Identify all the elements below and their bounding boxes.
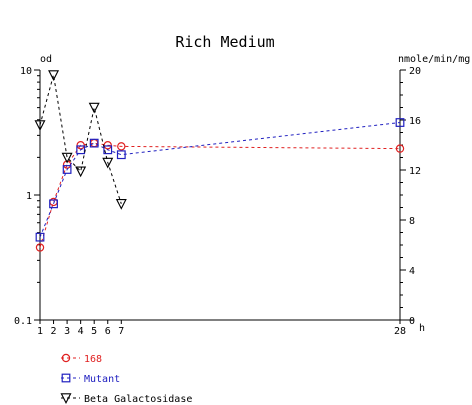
legend-marker [61,353,71,363]
legend-label: Mutant [84,374,120,385]
right-axis-tick-label: 8 [409,216,415,227]
chart-title: Rich Medium [175,33,274,51]
x-axis-tick-label: 3 [64,326,70,337]
data-point-series-1 [395,118,405,127]
right-axis-tick-label: 20 [409,66,421,77]
data-point-series-0 [395,144,405,153]
legend-label: Beta Galactosidase [84,394,192,405]
data-point-series-0 [103,141,112,150]
data-point-series-2 [88,102,100,114]
data-point-series-0 [35,243,45,252]
data-point-series-1 [76,145,86,155]
series-line-1 [39,122,401,238]
data-point-series-2 [75,166,87,178]
x-axis-tick-label: 28 [394,326,406,337]
legend-marker [60,393,72,405]
data-point-series-2 [48,70,60,82]
data-point-series-0 [117,142,126,151]
legend-label: 168 [84,354,102,365]
x-axis-tick-label: 1 [37,326,43,337]
data-point-series-1 [103,145,113,155]
x-axis-unit: h [419,323,425,334]
data-point-series-2 [61,152,73,164]
series-line-2 [39,74,122,204]
series-layer [34,70,405,252]
data-point-series-0 [49,197,58,207]
x-axis-tick-label: 4 [78,326,84,337]
right-axis-tick-label: 12 [409,166,421,177]
data-point-series-1 [62,165,72,174]
right-axis-tick-label: 0 [409,316,415,327]
x-axis-tick-label: 5 [91,326,97,337]
left-axis-tick-label: 1 [26,191,32,202]
left-axis-unit: od [40,54,52,65]
data-point-series-1 [89,138,99,148]
legend-marker [61,373,71,383]
x-axis-tick-label: 7 [118,326,124,337]
x-axis-tick-label: 2 [51,326,57,337]
data-point-series-1 [35,232,45,242]
data-point-series-2 [102,157,114,169]
data-point-series-2 [115,199,127,210]
data-point-series-1 [49,199,58,209]
data-point-series-2 [34,120,46,132]
series-line-0 [39,142,401,248]
data-point-series-0 [76,141,85,150]
left-axis-tick-label: 10 [20,66,32,77]
right-axis-tick-label: 16 [409,116,421,127]
data-point-series-1 [116,150,126,160]
legend: 168 Mutant Beta Galactosidase [60,353,192,405]
right-axis-tick-label: 4 [409,266,415,277]
right-axis-unit: nmole/min/mg [398,54,470,65]
left-axis-tick-label: 0.1 [14,316,32,327]
x-axis-tick-label: 6 [105,326,111,337]
